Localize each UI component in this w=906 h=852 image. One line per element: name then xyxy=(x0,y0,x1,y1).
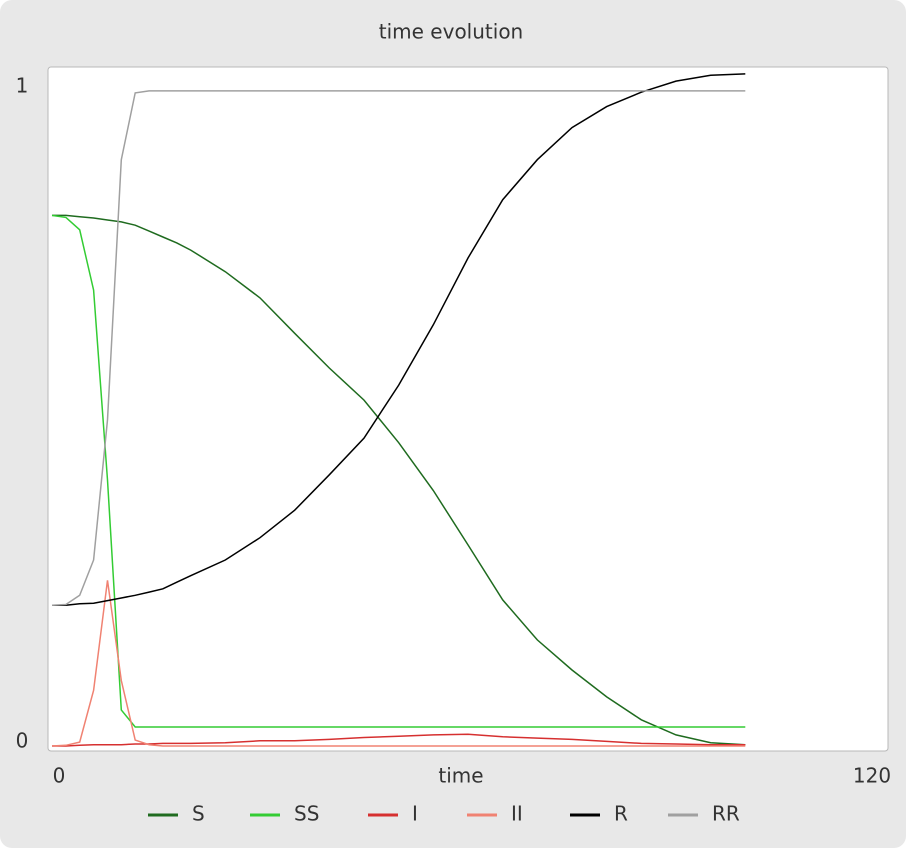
series-line xyxy=(52,733,746,747)
series-line xyxy=(51,580,746,747)
x-tick-label: 0 xyxy=(53,764,66,788)
x-axis-label: time xyxy=(438,764,483,788)
x-tick-label: 120 xyxy=(853,764,891,788)
legend-label: SS xyxy=(294,802,319,826)
series-line xyxy=(52,214,746,746)
legend-label: I xyxy=(412,802,418,826)
y-tick-label: 1 xyxy=(16,73,29,97)
series-line xyxy=(51,214,746,728)
chart-title: time evolution xyxy=(379,20,523,44)
legend-label: R xyxy=(614,802,628,826)
series-line xyxy=(52,73,746,606)
legend-label: RR xyxy=(712,802,740,826)
series-line xyxy=(51,90,746,606)
plot-area xyxy=(47,66,889,752)
legend-label: S xyxy=(192,802,205,826)
legend-label: II xyxy=(511,802,523,826)
y-tick-label: 0 xyxy=(16,729,29,753)
